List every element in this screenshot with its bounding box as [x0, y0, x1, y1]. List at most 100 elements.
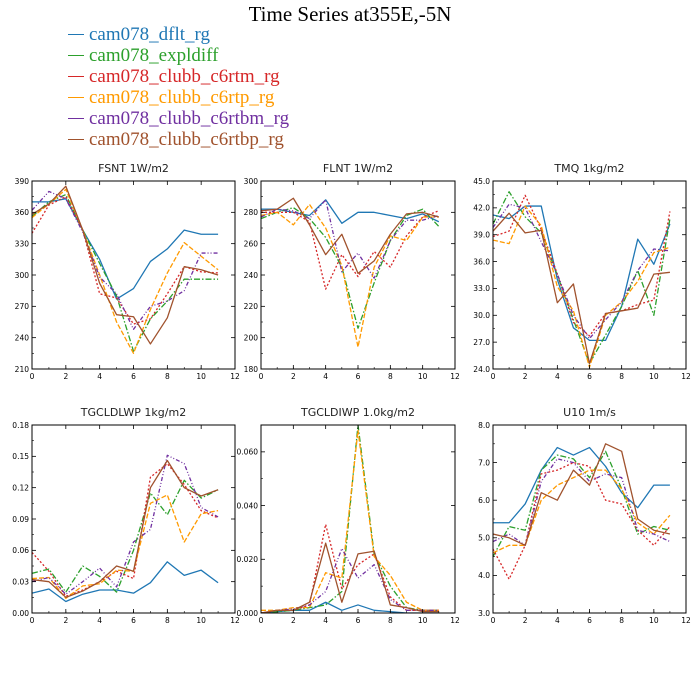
series-line	[261, 523, 439, 613]
y-tick-label: 0.15	[12, 452, 29, 461]
y-tick-label: 4.0	[478, 571, 490, 580]
series-line	[493, 205, 671, 342]
y-tick-label: 8.0	[478, 421, 490, 430]
series-group	[32, 185, 219, 354]
y-tick-label: 45.0	[473, 177, 490, 186]
plot-frame	[260, 424, 456, 614]
y-tick-label: 300	[15, 271, 30, 280]
y-tick-label: 24.0	[473, 365, 490, 374]
series-line	[493, 203, 670, 340]
panel-title: FSNT 1W/m2	[98, 162, 169, 175]
series-line	[493, 446, 670, 524]
series-line	[261, 547, 439, 613]
series-line	[261, 197, 440, 275]
y-tick-label: 36.0	[473, 257, 490, 266]
legend-item: cam078_expldiff	[68, 45, 289, 66]
x-tick-label: 6	[587, 616, 592, 625]
legend-label: cam078_dflt_rg	[89, 24, 211, 45]
x-tick-label: 4	[97, 372, 102, 381]
x-tick-label: 8	[388, 372, 393, 381]
x-tick-label: 10	[418, 372, 428, 381]
panel-title: U10 1m/s	[563, 406, 616, 419]
y-tick-label: 240	[244, 271, 259, 280]
x-tick-label: 10	[418, 616, 428, 625]
x-tick-label: 6	[131, 616, 136, 625]
panel-title: TGCLDIWP 1.0kg/m2	[300, 406, 415, 419]
x-tick-label: 8	[619, 616, 624, 625]
panel-title: FLNT 1W/m2	[323, 162, 393, 175]
x-tick-label: 8	[388, 616, 393, 625]
series-line	[261, 206, 440, 329]
series-line	[32, 185, 219, 345]
series-line	[493, 205, 671, 368]
x-tick-label: 4	[97, 616, 102, 625]
legend-item: cam078_clubb_c6rtbm_rg	[68, 108, 289, 129]
x-tick-label: 12	[450, 616, 460, 625]
y-tick-label: 270	[15, 302, 30, 311]
y-tick-label: 360	[15, 208, 30, 217]
series-line	[32, 198, 219, 300]
x-tick-label: 4	[323, 372, 328, 381]
x-tick-label: 6	[356, 372, 361, 381]
series-line	[32, 188, 219, 354]
legend-item: cam078_clubb_c6rtp_rg	[68, 87, 289, 108]
x-tick-label: 12	[681, 616, 691, 625]
series-line	[32, 193, 219, 352]
x-tick-label: 0	[30, 372, 35, 381]
y-tick-label: 330	[15, 239, 30, 248]
chart-panel: FLNT 1W/m2 0 2 4 6 8 10 12 180 200 220 240 260 280 300	[244, 162, 460, 381]
legend-label: cam078_clubb_c6rtbp_rg	[89, 129, 284, 150]
series-line	[261, 425, 439, 613]
legend-swatch	[68, 139, 84, 140]
plot-frame	[260, 180, 456, 370]
x-tick-label: 2	[523, 616, 528, 625]
y-tick-label: 0.18	[12, 421, 29, 430]
y-tick-label: 0.09	[12, 515, 29, 524]
y-tick-label: 240	[15, 333, 30, 342]
plot-frame	[31, 424, 236, 614]
series-line	[493, 461, 671, 580]
x-tick-label: 2	[63, 616, 68, 625]
page-title: Time Series at355E,-5N	[248, 2, 452, 26]
legend-swatch	[68, 97, 84, 98]
chart-panel: FSNT 1W/m2 0 2 4 6 8 10 12 210 240 270 300 330 360 390	[15, 162, 240, 381]
series-line	[261, 542, 439, 613]
x-tick-label: 10	[196, 372, 206, 381]
chart-panel: TGCLDLWP 1kg/m2 0 2 4 6 8 10 12 0.00 0.03 0.06 0.09…	[12, 406, 240, 625]
legend-label: cam078_clubb_c6rtp_rg	[89, 87, 275, 108]
series-line	[32, 494, 219, 600]
legend-item: cam078_clubb_c6rtbp_rg	[68, 129, 289, 150]
y-tick-label: 0.000	[237, 609, 259, 618]
y-tick-label: 390	[15, 177, 30, 186]
series-line	[493, 194, 671, 337]
x-tick-label: 6	[131, 372, 136, 381]
legend-swatch	[68, 55, 84, 56]
x-tick-label: 12	[230, 372, 240, 381]
y-tick-label: 6.0	[478, 496, 490, 505]
x-tick-label: 10	[649, 616, 659, 625]
x-tick-label: 12	[450, 372, 460, 381]
series-line	[32, 196, 219, 325]
x-tick-label: 0	[491, 616, 496, 625]
y-tick-label: 30.0	[473, 311, 490, 320]
plot-frame	[492, 424, 687, 614]
y-tick-label: 0.12	[12, 483, 29, 492]
x-tick-label: 0	[491, 372, 496, 381]
y-tick-label: 260	[244, 239, 259, 248]
chart-panel: TMQ 1kg/m2 0 2 4 6 8 10 12 24.0 27.0 30.0 33.0 36.0 3…	[473, 162, 691, 381]
panel-title: TMQ 1kg/m2	[553, 162, 624, 175]
legend: cam078_dflt_rg cam078_expldiff cam078_cl…	[68, 24, 289, 150]
series-line	[493, 469, 671, 554]
y-tick-label: 33.0	[473, 284, 490, 293]
y-tick-label: 0.06	[12, 546, 29, 555]
series-line	[32, 561, 219, 603]
series-line	[493, 443, 671, 546]
y-tick-label: 5.0	[478, 534, 490, 543]
chart-panel: U10 1m/s 0 2 4 6 8 10 12 3.0 4.0 5.0 6.0 7.0 8.0	[478, 406, 691, 625]
x-tick-label: 12	[681, 372, 691, 381]
y-tick-label: 7.0	[478, 458, 490, 467]
x-tick-label: 8	[165, 372, 170, 381]
y-tick-label: 220	[244, 302, 259, 311]
x-tick-label: 4	[555, 616, 560, 625]
